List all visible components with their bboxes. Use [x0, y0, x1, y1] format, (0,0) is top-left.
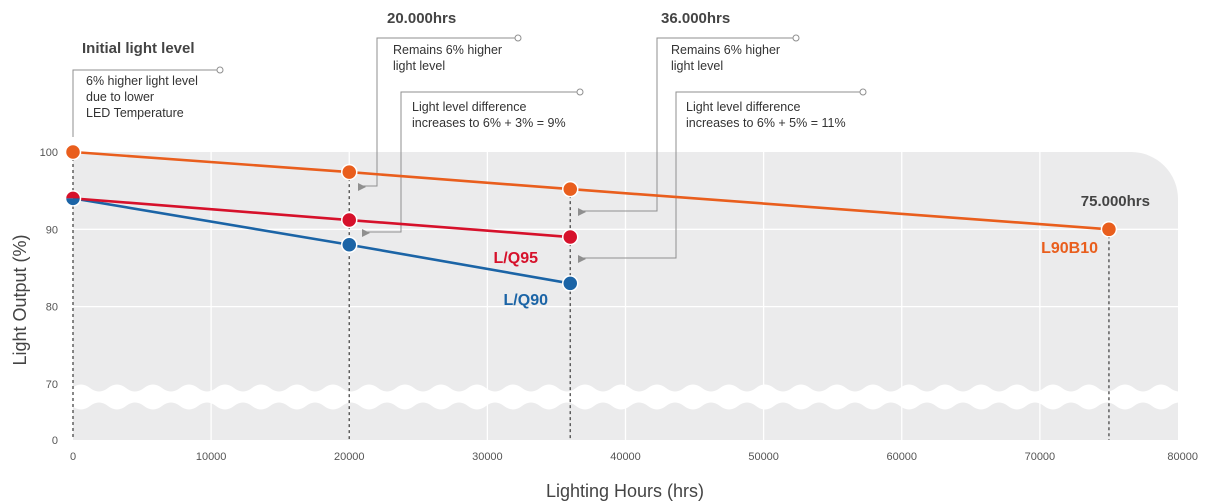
data-point-blue [341, 236, 358, 254]
hours-20000-diff-line-1: Light level difference [412, 100, 526, 114]
y-tick-label: 100 [40, 147, 58, 159]
y-tick-label: 90 [46, 224, 58, 236]
series-layer [64, 143, 1118, 292]
data-point-orange [64, 143, 82, 161]
hours-20000-remains-line-2: light level [393, 59, 445, 73]
hours-36000-remains-line-1: Remains 6% higher [671, 43, 780, 57]
hours-36000-remains-line-2: light level [671, 59, 723, 73]
y-tick-label: 70 [46, 379, 58, 391]
data-point-blue [562, 275, 579, 292]
series-label-lq90: L/Q90 [504, 292, 549, 309]
data-point-start-red [65, 190, 81, 199]
x-axis-title: Lighting Hours (hrs) [546, 481, 704, 501]
data-point-orange [562, 180, 579, 198]
initial-note-line-1: 6% higher light level [86, 74, 198, 88]
initial-light-level-title: Initial light level [82, 40, 195, 57]
hours-36000-diff-line-1: Light level difference [686, 100, 800, 114]
y-tick-label: 0 [52, 435, 58, 447]
x-tick-label: 30000 [472, 451, 503, 463]
hours-36000-title: 36.000hrs [661, 10, 730, 27]
hours-20000-remains-line-1: Remains 6% higher [393, 43, 502, 57]
series-label-l90b10: L90B10 [1041, 240, 1098, 257]
initial-note-line-3: LED Temperature [86, 106, 184, 120]
data-point-red [341, 211, 358, 229]
x-tick-label: 10000 [196, 451, 227, 463]
x-tick-label: 70000 [1025, 451, 1056, 463]
x-tick-label: 0 [70, 451, 76, 463]
data-point-start-outline [64, 190, 82, 207]
axis-break-band [0, 384, 1211, 410]
hours-20000-title: 20.000hrs [387, 10, 456, 27]
data-point-red [562, 228, 579, 246]
data-point-orange [1100, 221, 1118, 238]
y-axis-ticks: 100 90 80 70 0 [40, 147, 58, 447]
series-line-orange [72, 150, 1110, 231]
data-point-start-blue [65, 198, 81, 206]
data-point-orange [341, 163, 358, 181]
hours-36000-diff-line-2: increases to 6% + 5% = 11% [686, 116, 846, 130]
initial-note-line-2: due to lower [86, 90, 154, 104]
annotation-leaders [72, 34, 867, 263]
x-tick-label: 20000 [334, 451, 365, 463]
x-tick-label: 60000 [886, 451, 917, 463]
x-tick-label: 40000 [610, 451, 641, 463]
x-tick-label: 80000 [1167, 451, 1198, 463]
y-tick-label: 80 [46, 302, 58, 314]
y-axis-title: Light Output (%) [10, 234, 30, 365]
x-tick-label: 50000 [748, 451, 779, 463]
hours-20000-diff-line-2: increases to 6% + 3% = 9% [412, 116, 566, 130]
series-label-lq95: L/Q95 [494, 250, 539, 267]
x-axis-ticks: 0 10000 20000 30000 40000 50000 60000 70000 8000… [70, 451, 1198, 463]
hours-75000-title: 75.000hrs [1081, 193, 1150, 210]
